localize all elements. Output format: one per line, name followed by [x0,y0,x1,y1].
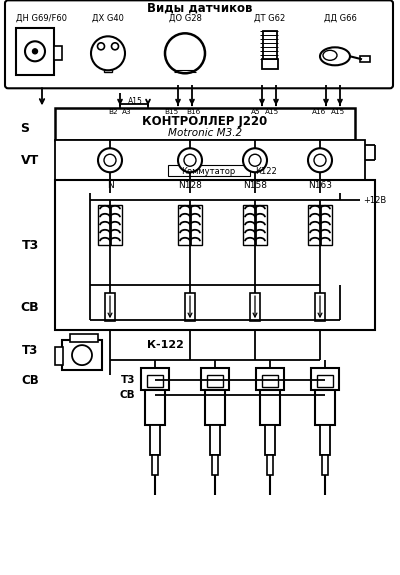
Bar [210,425,220,455]
Text: T3: T3 [120,375,135,385]
Bar [55,347,63,365]
Circle shape [25,41,45,62]
Text: Виды датчиков: Виды датчиков [147,2,253,15]
Bar [320,425,330,455]
Circle shape [32,49,38,54]
Circle shape [98,43,104,50]
Text: ДТ G62: ДТ G62 [254,14,286,23]
Bar [180,59,188,63]
Ellipse shape [323,50,337,60]
Text: B2: B2 [108,109,118,115]
Bar [105,293,115,321]
Text: N163: N163 [308,181,332,190]
Text: N: N [107,181,113,190]
Text: A3: A3 [122,109,132,115]
Bar [360,56,370,62]
Circle shape [184,154,196,166]
Text: T3: T3 [22,344,38,356]
Circle shape [314,154,326,166]
Bar [168,165,250,176]
Circle shape [249,154,261,166]
Bar [207,375,223,387]
Text: Коммутатор: Коммутатор [181,167,235,176]
Bar [250,293,260,321]
Text: A15: A15 [128,97,142,106]
Bar [243,205,267,245]
Bar [70,334,98,342]
Text: A5: A5 [251,109,261,115]
Bar [145,390,165,425]
Circle shape [178,148,202,172]
Text: Motronic M3.2: Motronic M3.2 [168,128,242,138]
Text: A15: A15 [265,109,279,115]
Bar [256,368,284,390]
Bar [55,108,355,140]
Text: ДО G28: ДО G28 [168,14,202,23]
Bar [55,140,365,180]
Bar [152,455,158,475]
Text: VT: VT [21,154,39,167]
Text: ДН G69/F60: ДН G69/F60 [16,14,68,23]
Bar [55,180,375,330]
Text: B16: B16 [186,109,200,115]
Bar [205,390,225,425]
Bar [260,390,280,425]
Circle shape [112,43,118,50]
Text: СВ: СВ [119,390,135,400]
Bar [322,455,328,475]
Text: N128: N128 [178,181,202,190]
Bar [262,59,278,70]
Circle shape [98,148,122,172]
Bar [104,67,112,72]
Text: B15: B15 [164,109,178,115]
Text: К122: К122 [255,167,277,176]
Circle shape [165,33,205,73]
Bar [147,375,163,387]
Text: СВ: СВ [21,301,39,313]
Bar [150,425,160,455]
Circle shape [104,154,116,166]
Text: ДХ G40: ДХ G40 [92,14,124,23]
Bar [317,375,333,387]
Text: ДД G66: ДД G66 [324,14,356,23]
FancyBboxPatch shape [5,1,393,89]
Text: A16: A16 [312,109,326,115]
Bar [315,390,335,425]
Bar [178,205,202,245]
Ellipse shape [320,47,350,66]
Text: +12В: +12В [363,196,386,205]
Bar [62,340,102,370]
Bar [179,45,189,62]
Text: К-122: К-122 [146,340,184,350]
Circle shape [72,345,92,365]
Text: КОНТРОЛЛЕР J220: КОНТРОЛЛЕР J220 [142,115,268,128]
Circle shape [243,148,267,172]
Text: T3: T3 [21,239,39,252]
Bar [308,205,332,245]
Text: A15: A15 [331,109,345,115]
Text: S: S [20,122,30,135]
Bar [263,31,277,59]
Bar [311,368,339,390]
Text: СВ: СВ [21,374,39,386]
Bar [315,293,325,321]
Bar [54,47,62,60]
Circle shape [91,36,125,70]
Bar [16,28,54,75]
Bar [185,293,195,321]
Circle shape [308,148,332,172]
Bar [262,375,278,387]
Text: N158: N158 [243,181,267,190]
Bar [141,368,169,390]
Bar [212,455,218,475]
Bar [98,205,122,245]
Bar [267,455,273,475]
Bar [265,425,275,455]
Bar [201,368,229,390]
